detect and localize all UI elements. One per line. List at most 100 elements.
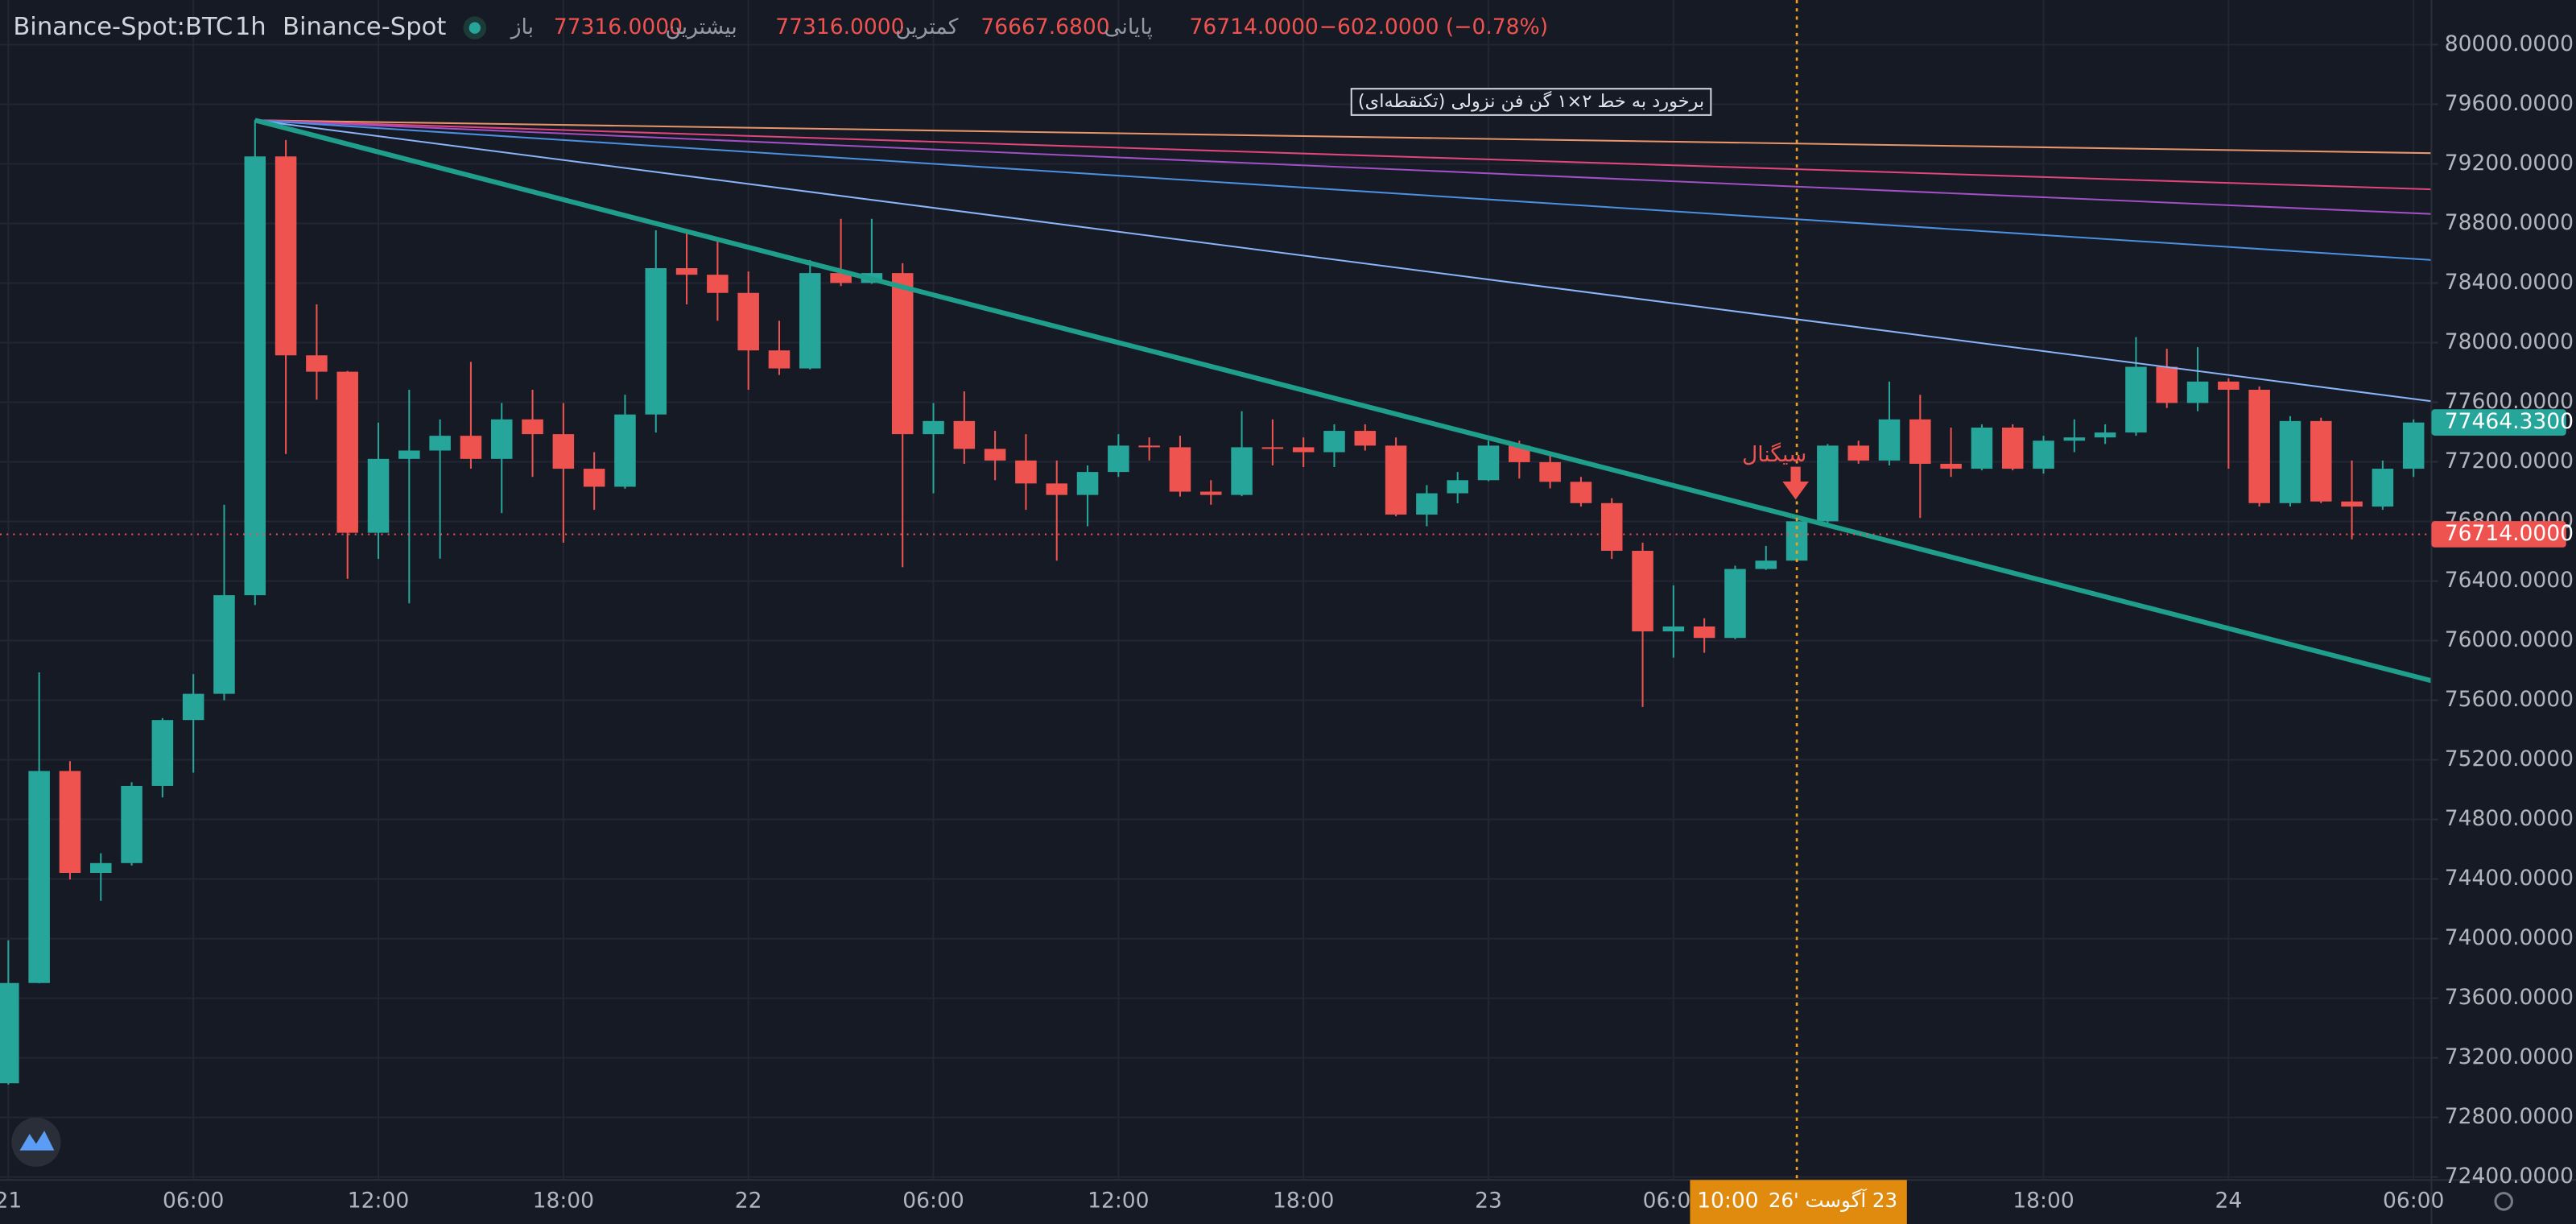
candle-body <box>2033 440 2054 469</box>
candle-body <box>2248 389 2270 503</box>
candle-body <box>213 595 235 694</box>
candle-body <box>2279 420 2301 503</box>
candle-body <box>429 436 451 451</box>
candle-body <box>552 434 575 469</box>
trend-line <box>254 119 2432 155</box>
candle-body <box>1539 461 1561 482</box>
candle-body <box>737 292 759 351</box>
candle-body <box>151 720 174 786</box>
y-tick-label: 79600.0000 <box>2445 91 2574 116</box>
y-tick-label: 73200.0000 <box>2445 1044 2574 1069</box>
candle-body <box>1261 447 1284 449</box>
candle-body <box>2310 420 2332 502</box>
logo[interactable] <box>11 1117 61 1167</box>
x-tick-label: 06:00 <box>2383 1188 2444 1213</box>
price-label-box <box>2431 521 2566 548</box>
candle-body <box>1878 419 1901 461</box>
y-tick-label: 73600.0000 <box>2445 985 2574 1010</box>
x-tick-label: 18:00 <box>533 1188 594 1213</box>
interval: 1h <box>235 13 266 41</box>
y-tick-label: 76000.0000 <box>2445 627 2574 652</box>
x-tick-label: 12:00 <box>1088 1188 1149 1213</box>
candle-body <box>244 156 266 596</box>
logo-icon <box>19 1131 55 1151</box>
candle-body <box>984 449 1006 461</box>
candle-body <box>2001 427 2024 469</box>
settings-icon[interactable] <box>2494 1192 2513 1211</box>
trend-line <box>254 119 2432 191</box>
annotation: برخورد به خط ۲×۱ گن فن نزولی (تکنقطه‌ای) <box>1358 90 1704 112</box>
x-tick-label: 06:00 <box>163 1188 224 1213</box>
candle-body <box>1354 431 1377 446</box>
candle-body <box>768 350 791 369</box>
candle-body <box>1416 493 1438 515</box>
x-tick-label: 22 <box>735 1188 762 1213</box>
axes: 80000.0000 79600.0000 79200.0000 78800.0000… <box>0 31 2574 1224</box>
y-tick-label: 74000.0000 <box>2445 925 2574 950</box>
y-tick-label: 72800.0000 <box>2445 1104 2574 1129</box>
candle-body <box>490 419 513 459</box>
ohlc-value: 76714.0000 <box>1190 14 1319 39</box>
candle-body <box>1231 447 1253 495</box>
y-tick-label: 78800.0000 <box>2445 210 2574 235</box>
y-tick-label: 77200.0000 <box>2445 449 2574 473</box>
y-tick-label: 72400.0000 <box>2445 1164 2574 1189</box>
candle-body <box>1046 483 1068 495</box>
candle-body <box>614 414 636 487</box>
candle-body <box>89 862 112 873</box>
candle-body <box>182 693 204 721</box>
candle-body <box>707 275 729 293</box>
candle-body <box>1108 445 1129 473</box>
y-tick-label: 76400.0000 <box>2445 568 2574 593</box>
candle-body <box>953 420 976 449</box>
trend-line <box>254 119 2432 261</box>
price-label: 76714.0000 <box>2445 521 2574 546</box>
signal-label: سیگنال <box>1742 442 1806 467</box>
price-label: 77464.3300 <box>2445 409 2574 434</box>
candle-body <box>830 273 852 283</box>
symbol: Binance-Spot:BTC <box>13 13 233 41</box>
candle-body <box>367 458 390 533</box>
change: −602.0000 (−0.78%) <box>1319 14 1548 39</box>
exchange: Binance-Spot <box>283 13 446 41</box>
y-tick-label: 78000.0000 <box>2445 329 2574 354</box>
x-tick-label: 06:00 <box>902 1188 964 1213</box>
candle-body <box>799 273 821 369</box>
crosshair-time-box <box>1690 1180 1907 1224</box>
y-tick-label: 79200.0000 <box>2445 151 2574 176</box>
candle-body <box>1076 472 1099 495</box>
y-tick-label: 75200.0000 <box>2445 746 2574 771</box>
candle-body <box>1292 447 1315 453</box>
candle-body <box>336 371 358 533</box>
x-tick-label: 12:00 <box>348 1188 409 1213</box>
ohlc-value: 77316.0000 <box>554 14 683 39</box>
y-tick-label: 80000.0000 <box>2445 31 2574 56</box>
candle-body <box>2372 469 2394 507</box>
candle-body <box>460 436 482 459</box>
candle-body <box>1385 445 1407 515</box>
candle-body <box>2341 501 2363 507</box>
candle-body <box>522 419 543 435</box>
candle-body <box>1138 445 1160 448</box>
candle-body <box>2218 381 2240 390</box>
ohlc-label: کمترین <box>895 14 959 39</box>
x-tick-label: 23 <box>1475 1188 1502 1213</box>
candle-body <box>398 450 420 459</box>
trend-line <box>254 118 2433 684</box>
candle-body <box>1447 480 1468 494</box>
x-tick-label: 24 <box>2215 1188 2242 1213</box>
candle-body <box>1477 445 1500 481</box>
candle-body <box>1755 560 1777 569</box>
candle-body <box>1632 550 1653 632</box>
y-tick-label: 74800.0000 <box>2445 806 2574 831</box>
candle-body <box>0 982 19 1084</box>
candle-body <box>1909 419 1931 464</box>
ohlc-value: 77316.0000 <box>775 14 904 39</box>
candle-body <box>1693 626 1715 639</box>
candle-body <box>583 469 605 487</box>
x-tick-label: 21 <box>0 1188 22 1213</box>
x-tick-label: 18:00 <box>2013 1188 2074 1213</box>
